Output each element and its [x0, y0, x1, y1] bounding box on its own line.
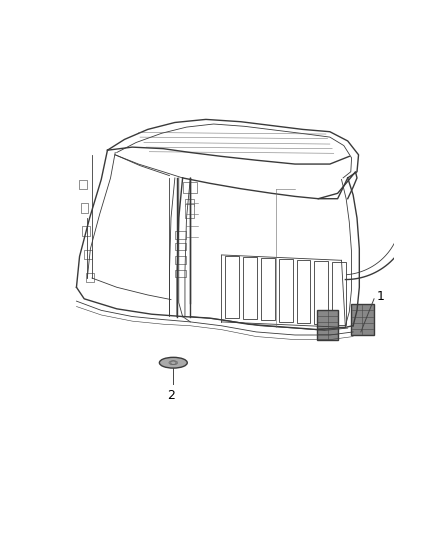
Ellipse shape — [159, 357, 187, 368]
Bar — [175, 270, 186, 277]
FancyBboxPatch shape — [351, 304, 374, 335]
Bar — [261, 259, 275, 320]
Bar — [243, 257, 257, 319]
Bar — [86, 273, 94, 282]
Bar — [175, 231, 186, 239]
Text: 2: 2 — [167, 389, 175, 401]
Bar — [81, 203, 88, 213]
Bar — [225, 256, 239, 318]
Bar — [175, 243, 186, 251]
FancyBboxPatch shape — [317, 310, 339, 340]
Bar — [183, 182, 197, 193]
Bar — [185, 204, 194, 218]
Bar — [82, 227, 90, 236]
Bar — [297, 260, 311, 322]
Bar — [279, 259, 293, 321]
Bar — [185, 199, 194, 206]
Bar — [314, 261, 328, 324]
Bar — [175, 256, 186, 264]
Text: 1: 1 — [376, 290, 384, 303]
Bar — [79, 180, 87, 189]
Bar — [85, 249, 92, 259]
Bar — [332, 262, 346, 325]
